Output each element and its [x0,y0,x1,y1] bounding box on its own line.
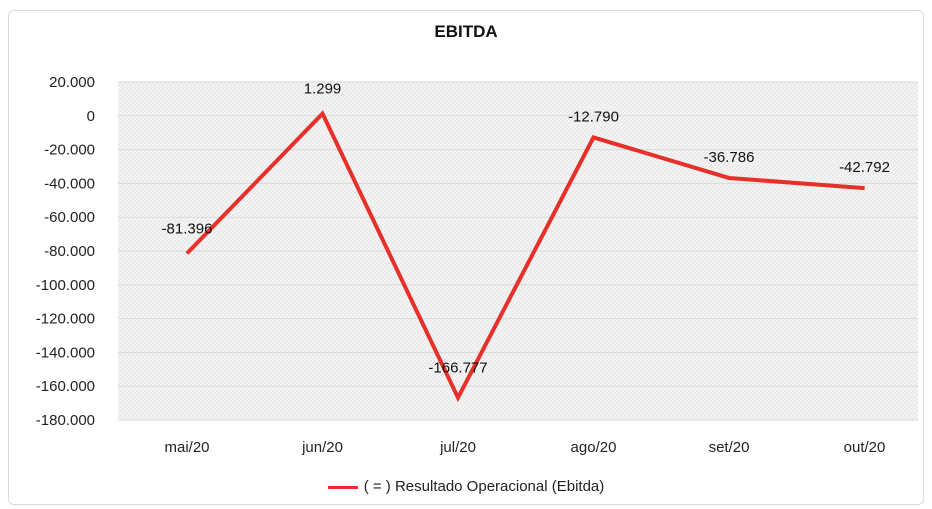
x-tick-label: jul/20 [439,439,476,456]
y-tick-label: -100.000 [36,277,95,294]
x-tick-label: out/20 [844,439,886,456]
data-label: -12.790 [568,108,619,125]
data-point [322,113,323,115]
data-label: 1.299 [304,81,342,98]
y-tick-label: -20.000 [44,142,95,159]
y-tick-label: -180.000 [36,412,95,429]
x-tick-label: set/20 [709,439,750,456]
legend-label: ( = ) Resultado Operacional (Ebitda) [363,478,605,495]
legend-swatch [327,485,358,489]
y-tick-label: -40.000 [44,175,95,192]
data-point [457,397,459,399]
data-point [864,187,865,189]
data-label: -166.777 [428,360,487,377]
data-label: -81.396 [162,220,213,237]
x-tick-label: ago/20 [571,439,617,456]
x-tick-label: mai/20 [164,439,209,456]
y-tick-label: -80.000 [44,243,95,260]
data-label: -42.792 [839,159,890,176]
y-tick-label: -140.000 [36,344,95,361]
x-tick-label: jun/20 [301,439,343,456]
y-tick-label: -60.000 [44,209,95,226]
y-tick-label: 0 [87,108,95,125]
data-label: -36.786 [704,149,755,166]
y-tick-label: -160.000 [36,378,95,395]
data-point [728,177,730,179]
data-point [593,136,594,138]
legend: ( = ) Resultado Operacional (Ebitda) [0,478,932,495]
y-tick-label: -120.000 [36,311,95,328]
y-tick-label: 20.000 [49,74,95,91]
series-line [185,110,865,403]
chart-title: EBITDA [434,22,498,41]
data-point [186,252,188,254]
